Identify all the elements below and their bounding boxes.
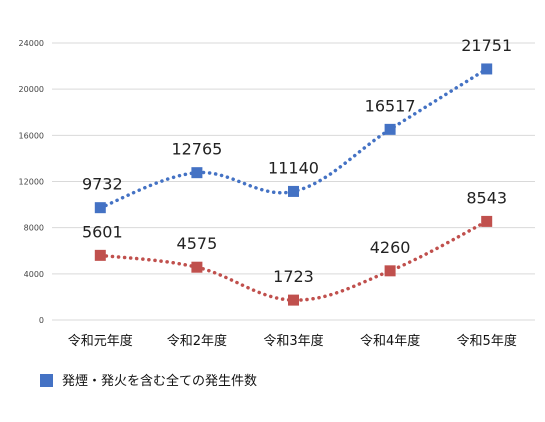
series-lines (98, 67, 489, 302)
y-tick-label: 24000 (19, 39, 44, 48)
legend-label: 発煙・発火を含む全ての発生件数 (62, 373, 257, 389)
y-tick-label: 16000 (19, 131, 44, 140)
legend-swatch (40, 374, 53, 387)
series-line (98, 219, 489, 302)
data-label: 4260 (370, 238, 411, 257)
x-tick-label: 令和3年度 (263, 333, 323, 349)
data-point-marker (384, 265, 396, 277)
data-point-marker (481, 215, 493, 227)
data-label: 9732 (82, 175, 123, 194)
gridlines (52, 42, 535, 321)
y-tick-label: 4000 (24, 270, 44, 279)
data-point-marker (288, 185, 299, 197)
data-point-marker (481, 63, 493, 75)
data-label: 1723 (273, 267, 314, 286)
data-label: 16517 (365, 96, 416, 115)
data-point-marker (94, 249, 106, 261)
data-point-marker (94, 202, 106, 214)
x-tick-label: 令和4年度 (360, 333, 420, 349)
x-tick-label: 令和5年度 (457, 333, 517, 349)
y-tick-label: 20000 (19, 85, 44, 94)
x-axis-ticks: 令和元年度 令和2年度 令和3年度 令和4年度 令和5年度 (68, 333, 517, 349)
series-markers (94, 63, 493, 306)
data-point-marker (384, 123, 396, 135)
data-point-marker (191, 261, 203, 273)
data-label: 4575 (177, 234, 218, 253)
data-label: 5601 (82, 222, 123, 241)
y-axis-ticks: 0 4000 8000 12000 16000 20000 24000 (19, 39, 44, 325)
legend: 発煙・発火を含む全ての発生件数 (40, 373, 257, 389)
data-labels: 9732 12765 11140 16517 21751 5601 4575 1723 4260… (82, 36, 512, 286)
data-point-marker (288, 294, 299, 306)
x-tick-label: 令和2年度 (167, 333, 227, 349)
x-tick-label: 令和元年度 (68, 333, 133, 349)
data-label: 12765 (171, 140, 222, 159)
data-point-marker (191, 167, 203, 179)
y-tick-label: 8000 (24, 224, 44, 233)
data-label: 21751 (461, 36, 512, 55)
data-label: 8543 (466, 188, 507, 207)
y-tick-label: 0 (39, 316, 44, 325)
data-label: 11140 (268, 158, 319, 177)
y-tick-label: 12000 (19, 178, 44, 187)
